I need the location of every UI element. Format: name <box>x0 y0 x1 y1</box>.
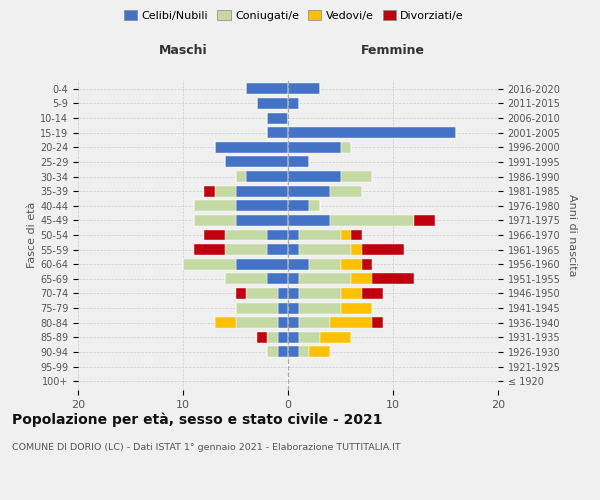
Text: Maschi: Maschi <box>158 44 208 58</box>
Bar <box>299 230 341 240</box>
Bar <box>267 230 288 240</box>
Bar <box>235 318 277 328</box>
Bar <box>414 215 435 226</box>
Bar <box>288 200 309 211</box>
Bar <box>257 98 288 109</box>
Bar <box>288 171 341 182</box>
Bar <box>299 302 341 314</box>
Bar <box>204 230 225 240</box>
Bar <box>235 288 246 299</box>
Bar <box>267 127 288 138</box>
Bar <box>372 318 383 328</box>
Bar <box>341 259 361 270</box>
Bar <box>204 186 215 196</box>
Bar <box>361 244 404 255</box>
Bar <box>288 98 299 109</box>
Bar <box>341 288 361 299</box>
Bar <box>235 215 288 226</box>
Bar <box>267 332 277 343</box>
Bar <box>277 288 288 299</box>
Bar <box>288 156 309 168</box>
Bar <box>288 84 320 94</box>
Bar <box>299 244 351 255</box>
Bar <box>193 244 225 255</box>
Bar <box>288 230 299 240</box>
Bar <box>341 142 351 152</box>
Bar <box>267 346 277 358</box>
Bar <box>277 332 288 343</box>
Bar <box>215 142 288 152</box>
Bar <box>225 274 267 284</box>
Bar <box>288 142 341 152</box>
Bar <box>215 318 235 328</box>
Text: Femmine: Femmine <box>361 44 425 58</box>
Bar <box>372 274 414 284</box>
Bar <box>288 244 299 255</box>
Bar <box>225 156 288 168</box>
Bar <box>299 332 320 343</box>
Bar <box>330 186 361 196</box>
Y-axis label: Fasce di età: Fasce di età <box>27 202 37 268</box>
Bar <box>235 259 288 270</box>
Bar <box>299 274 351 284</box>
Bar <box>288 288 299 299</box>
Bar <box>267 244 288 255</box>
Bar <box>361 288 383 299</box>
Bar <box>288 332 299 343</box>
Bar <box>351 230 361 240</box>
Bar <box>277 302 288 314</box>
Bar <box>246 288 277 299</box>
Bar <box>215 186 235 196</box>
Bar <box>235 171 246 182</box>
Bar <box>183 259 235 270</box>
Bar <box>288 318 299 328</box>
Bar <box>288 302 299 314</box>
Bar <box>341 171 372 182</box>
Legend: Celibi/Nubili, Coniugati/e, Vedovi/e, Divorziati/e: Celibi/Nubili, Coniugati/e, Vedovi/e, Di… <box>119 6 469 25</box>
Bar <box>351 274 372 284</box>
Bar <box>330 318 372 328</box>
Bar <box>299 318 330 328</box>
Bar <box>309 346 330 358</box>
Bar <box>341 230 351 240</box>
Bar <box>235 200 288 211</box>
Bar <box>309 200 320 211</box>
Bar <box>193 215 235 226</box>
Bar <box>341 302 372 314</box>
Bar <box>246 84 288 94</box>
Bar <box>299 346 309 358</box>
Bar <box>351 244 361 255</box>
Bar <box>246 171 288 182</box>
Bar <box>235 186 288 196</box>
Bar <box>320 332 351 343</box>
Bar <box>277 318 288 328</box>
Bar <box>267 274 288 284</box>
Text: Popolazione per età, sesso e stato civile - 2021: Popolazione per età, sesso e stato civil… <box>12 412 383 427</box>
Bar <box>288 127 456 138</box>
Y-axis label: Anni di nascita: Anni di nascita <box>567 194 577 276</box>
Bar <box>193 200 235 211</box>
Bar <box>309 259 341 270</box>
Bar <box>225 244 267 255</box>
Bar <box>288 186 330 196</box>
Bar <box>235 302 277 314</box>
Bar <box>288 259 309 270</box>
Bar <box>277 346 288 358</box>
Bar <box>288 274 299 284</box>
Bar <box>225 230 267 240</box>
Bar <box>299 288 341 299</box>
Bar <box>288 215 330 226</box>
Bar <box>267 112 288 124</box>
Text: COMUNE DI DORIO (LC) - Dati ISTAT 1° gennaio 2021 - Elaborazione TUTTITALIA.IT: COMUNE DI DORIO (LC) - Dati ISTAT 1° gen… <box>12 442 401 452</box>
Bar <box>257 332 267 343</box>
Bar <box>330 215 414 226</box>
Bar <box>288 346 299 358</box>
Bar <box>361 259 372 270</box>
